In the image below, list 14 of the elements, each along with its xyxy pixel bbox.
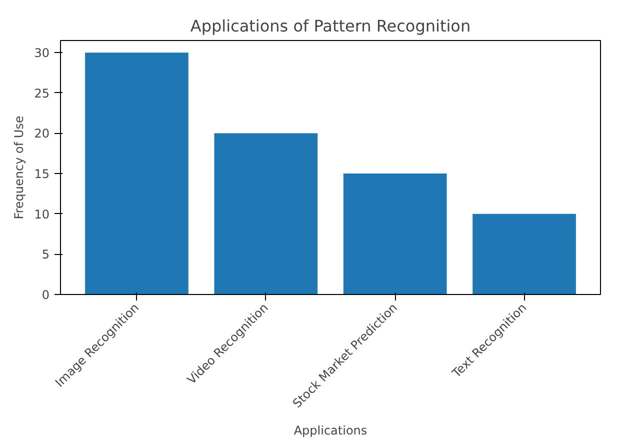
y-tick-label: 0 — [42, 288, 50, 302]
y-tick-label: 10 — [34, 207, 50, 222]
bar — [85, 52, 188, 294]
bar — [214, 133, 318, 294]
y-axis-title: Frequency of Use — [12, 116, 26, 220]
y-tick-label: 20 — [34, 126, 50, 141]
x-axis-title: Applications — [294, 424, 368, 438]
y-tick-label: 5 — [42, 248, 50, 262]
y-tick-label: 30 — [34, 46, 50, 60]
chart-title: Applications of Pattern Recognition — [190, 16, 471, 36]
y-tick-label: 25 — [34, 86, 50, 100]
bar — [472, 214, 576, 294]
y-tick-label: 15 — [34, 167, 50, 182]
bar — [343, 174, 447, 294]
